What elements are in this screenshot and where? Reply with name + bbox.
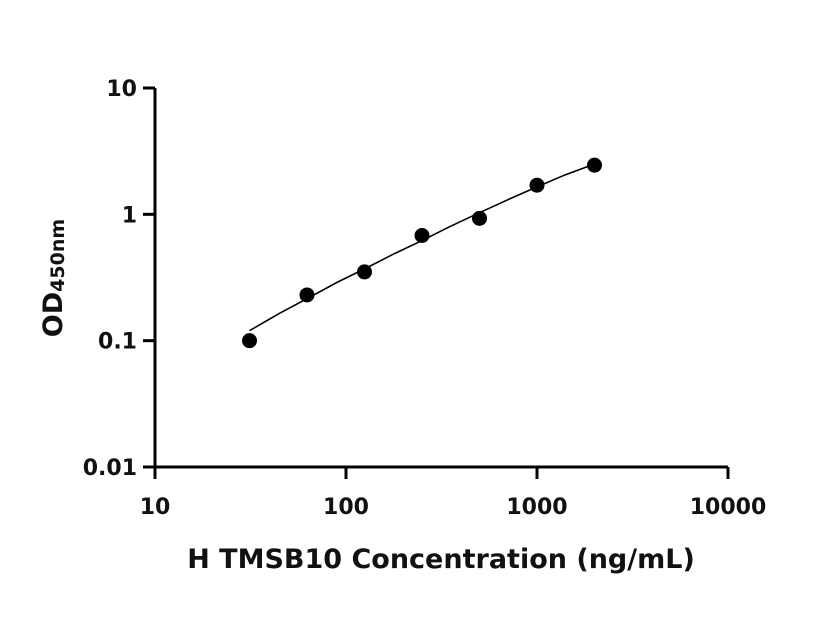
data-point	[529, 177, 545, 193]
x-tick-label: 100	[323, 495, 369, 520]
y-axis-title-subscript: 450nm	[47, 219, 69, 292]
y-axis-title-main: OD	[38, 292, 69, 337]
data-point	[472, 210, 488, 226]
data-point	[357, 264, 373, 280]
x-axis-title: H TMSB10 Concentration (ng/mL)	[187, 544, 695, 575]
y-tick-label: 1	[122, 203, 137, 228]
y-tick-label: 0.01	[83, 456, 137, 481]
x-tick-label: 10	[140, 495, 171, 520]
data-point	[414, 227, 430, 243]
x-axis-ticks: 10 100 1000 10000	[140, 467, 767, 520]
y-axis-ticks: 0.01 0.1 1 10	[83, 77, 155, 481]
svg-text:OD450nm: OD450nm	[38, 219, 69, 337]
data-point	[586, 157, 602, 173]
y-tick-label: 10	[106, 77, 137, 102]
data-point	[242, 333, 258, 349]
y-tick-label: 0.1	[98, 330, 137, 355]
x-tick-label: 10000	[690, 495, 767, 520]
y-axis-title: OD450nm	[38, 219, 69, 337]
data-point	[299, 287, 315, 303]
data-points	[242, 157, 602, 349]
plot-area: 0.01 0.1 1 10 10 100 1000 10000	[83, 77, 767, 520]
x-tick-label: 1000	[506, 495, 567, 520]
